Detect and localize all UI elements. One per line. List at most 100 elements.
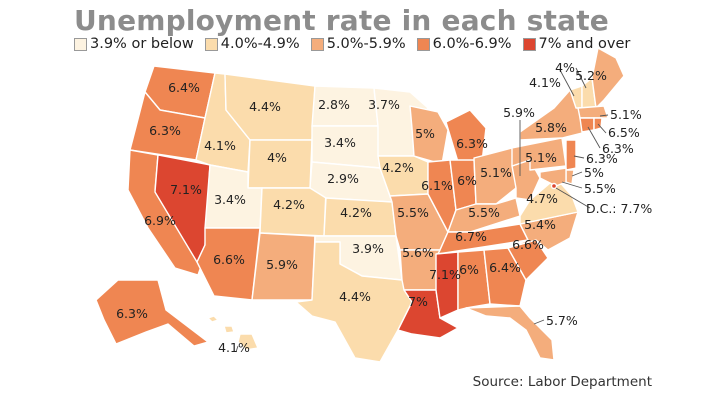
state-oh[interactable] [473,147,517,205]
label-nv: 7.1% [170,182,202,197]
state-dc[interactable] [550,182,558,190]
label-or: 6.3% [149,123,181,138]
legend-label: 6.0%-6.9% [432,36,512,52]
leader-line [559,69,575,97]
legend-item: 3.9% or below [74,36,194,52]
leader-line [573,155,585,159]
label-md: 5.5% [584,181,616,196]
label-ky: 5.5% [468,205,500,220]
label-ca: 6.9% [144,213,176,228]
label-tn: 6.7% [455,229,487,244]
label-pa: 5.1% [525,150,557,165]
leader-line [571,171,583,177]
state-md[interactable] [539,167,567,187]
state-de[interactable] [565,169,575,185]
legend-swatch [522,37,536,51]
state-ct[interactable] [579,117,595,133]
label-wi: 5% [415,126,435,141]
label-ga: 6.4% [489,260,521,275]
label-tx: 4.4% [339,289,371,304]
leader-line [235,345,239,353]
label-fl: 5.7% [546,313,578,328]
label-ms: 7.1% [429,267,461,282]
leader-line [555,187,591,209]
legend-item: 6.0%-6.9% [416,36,512,52]
label-ia: 4.2% [382,160,414,175]
label-sc: 6.6% [512,237,544,252]
legend-swatch [74,37,87,51]
state-hi-3[interactable] [237,333,259,351]
label-il: 6.1% [421,178,453,193]
leader-line [599,114,609,117]
label-va: 4.7% [526,191,558,206]
source-note: Source: Labor Department [472,374,652,390]
label-mn: 3.7% [368,97,400,112]
legend-swatch [310,37,324,51]
label-ok: 3.9% [352,241,384,256]
label-ar: 5.6% [402,245,434,260]
state-tx[interactable] [295,241,413,363]
label-az: 6.6% [213,252,245,267]
legend-item: 4.0%-4.9% [204,36,300,52]
label-co: 4.2% [273,197,305,212]
legend: 3.9% or below 4.0%-4.9% 5.0%-5.9% 6.0%-6… [74,36,641,52]
legend-swatch [416,37,430,51]
map-title: Unemployment rate in each state [74,4,609,37]
label-sd: 3.4% [324,135,356,150]
state-hi-2[interactable] [223,325,235,334]
label-nc: 5.4% [524,217,556,232]
label-wv: 5.9% [503,105,535,120]
state-al[interactable] [457,249,491,311]
label-ks: 4.2% [340,205,372,220]
label-vt: 4.1% [529,75,561,90]
label-hi: 4.1% [218,340,250,355]
label-mo: 5.5% [397,205,429,220]
label-la: 7% [408,294,428,309]
label-dc: D.C.: 7.7% [586,201,652,216]
label-ut: 3.4% [214,192,246,207]
label-mt: 4.4% [249,99,281,114]
state-mi[interactable] [445,109,487,163]
label-ma: 5.1% [610,107,642,122]
legend-label: 5.0%-5.9% [326,36,406,52]
state-nj[interactable] [565,139,577,171]
state-hi[interactable] [207,315,219,323]
legend-item: 5.0%-5.9% [310,36,406,52]
label-nh: 4% [555,60,575,75]
label-al: 6% [459,262,479,277]
state-ak[interactable] [95,279,209,347]
state-fl[interactable] [465,305,555,361]
label-oh: 5.1% [480,165,512,180]
label-wa: 6.4% [168,80,200,95]
label-ct: 6.3% [602,141,634,156]
legend-swatch [204,37,218,51]
label-ri: 6.5% [608,125,640,140]
label-me: 5.2% [575,68,607,83]
label-wy: 4% [267,150,287,165]
legend-label: 4.0%-4.9% [220,36,300,52]
label-nm: 5.9% [266,257,298,272]
label-mi: 6.3% [456,136,488,151]
legend-label: 3.9% or below [90,36,194,52]
legend-item: 7% and over [522,36,631,52]
state-co[interactable] [259,187,327,237]
label-id: 4.1% [204,138,236,153]
label-ne: 2.9% [327,171,359,186]
state-ms[interactable] [435,251,459,319]
label-ny: 5.8% [535,120,567,135]
label-de: 5% [584,165,604,180]
state-ky[interactable] [447,197,521,233]
leader-line [561,181,583,189]
label-nd: 2.8% [318,97,350,112]
leader-line [533,319,545,325]
label-in: 6% [457,173,477,188]
leader-line [587,126,601,149]
leader-line [575,67,587,89]
state-nm[interactable] [251,232,316,301]
label-nj: 6.3% [586,151,618,166]
label-ak: 6.3% [116,306,148,321]
state-ma[interactable] [577,105,609,119]
state-nc[interactable] [507,211,579,251]
legend-label: 7% and over [538,36,631,52]
